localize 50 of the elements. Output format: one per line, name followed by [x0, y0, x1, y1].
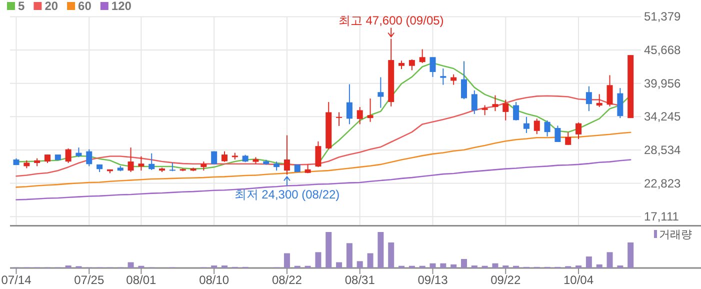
x-tick-label: 08/22	[272, 273, 302, 287]
bar	[378, 232, 384, 268]
bar	[606, 252, 613, 268]
line-series	[16, 159, 632, 200]
bar	[336, 262, 342, 268]
bar	[367, 253, 374, 268]
y-tick-label: 39,956	[644, 76, 682, 90]
annotation: 최고 47,600 (09/05)	[338, 14, 444, 28]
bar	[460, 259, 467, 268]
y-tick-label: 34,245	[644, 110, 682, 124]
legend-label: 20	[44, 0, 58, 13]
bar	[502, 265, 509, 268]
bar	[315, 252, 322, 268]
legend-label: 120	[111, 0, 132, 13]
x-tick-label: 08/01	[126, 273, 157, 287]
bar	[471, 265, 478, 268]
y-tick-label: 22,823	[644, 176, 682, 190]
bar	[65, 265, 72, 268]
legend: 거래량	[654, 229, 692, 241]
legend-label: 60	[78, 0, 92, 13]
y-tick-label: 17,111	[644, 210, 680, 224]
bar	[576, 265, 582, 268]
x-tick-label: 07/25	[74, 273, 104, 287]
y-tick-label: 45,668	[644, 43, 682, 58]
x-tick-label: 08/31	[344, 273, 376, 287]
bar	[326, 232, 332, 268]
y-tick-label: 51,379	[644, 10, 682, 24]
bar	[346, 243, 352, 268]
x-tick-label: 10/04	[564, 273, 594, 287]
bar	[388, 242, 394, 268]
x-tick-label: 08/10	[199, 273, 230, 287]
bar	[450, 264, 457, 268]
bar	[628, 242, 634, 268]
annotation: 최저 24,300 (08/22)	[234, 188, 340, 202]
x-tick-label: 09/13	[418, 273, 448, 287]
bar	[596, 264, 602, 268]
bar	[356, 261, 363, 268]
bar	[586, 256, 592, 268]
bar	[492, 263, 498, 268]
x-tick-label: 07/14	[1, 273, 32, 287]
bar	[440, 263, 446, 268]
bar	[128, 262, 134, 268]
bar	[617, 265, 624, 268]
bar	[222, 265, 228, 268]
bar	[284, 253, 290, 268]
y-tick-label: 28,534	[644, 142, 682, 157]
x-tick-label: 09/22	[490, 273, 521, 287]
bar	[211, 265, 218, 268]
bar	[430, 263, 436, 268]
legend-label: 5	[18, 0, 25, 13]
